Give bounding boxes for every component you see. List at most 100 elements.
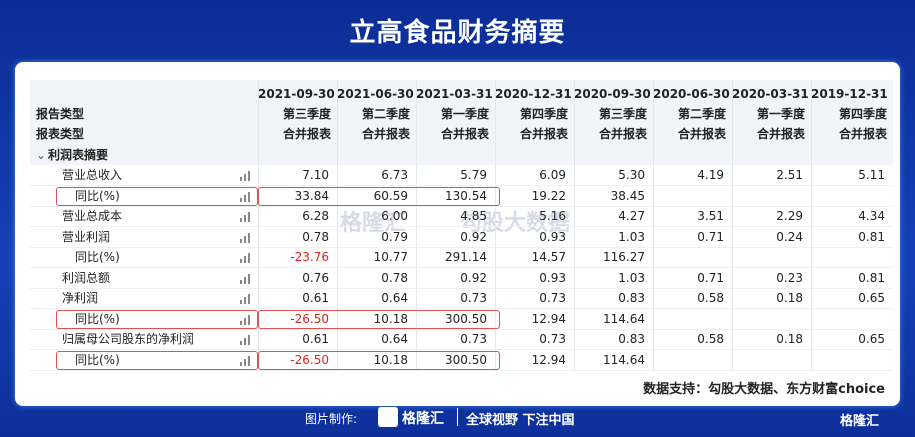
value-cell: 2.29 [776,209,803,223]
bar-icon-bar [244,358,246,366]
value-cell: 0.83 [618,332,645,346]
header-cell: 2019-12-31 [811,87,888,101]
value-cell: 0.73 [460,332,487,346]
bar-icon-bar [244,297,246,304]
row-label: 营业总成本 [62,209,123,223]
bar-icon [240,232,252,243]
value-cell: 0.61 [302,291,329,305]
bar-icon-bar [240,279,242,284]
header-cell: 合并报表 [677,127,726,141]
value-cell: 130.54 [445,188,487,203]
row-line [30,246,893,248]
highlight-box [258,309,500,329]
header-cell: 合并报表 [756,127,805,141]
value-cell: 291.14 [445,250,487,264]
section-label: 利润表摘要 [48,148,109,162]
value-cell: 0.78 [381,270,408,285]
value-cell: 0.64 [381,332,408,346]
header-cell: 第二季度 [361,107,410,121]
value-cell: 114.64 [603,352,645,367]
bar-icon-bar [248,355,250,366]
row-label: 营业利润 [62,229,111,244]
value-cell: 0.65 [858,291,885,305]
value-cell: 0.73 [460,291,487,305]
value-cell: 0.65 [858,332,885,346]
value-cell: 114.64 [603,311,645,326]
bar-icon-bar [240,197,242,202]
highlight-box [258,186,500,206]
made-by: 图片制作: [305,412,358,426]
bar-icon-bar [244,215,246,222]
row-line [30,205,893,207]
row-line [30,349,893,350]
value-cell: 60.59 [373,188,408,203]
bar-icon-bar [240,259,242,263]
column-divider [732,80,733,370]
row-line [30,287,893,289]
highlight-box [56,186,258,206]
bar-icon [240,171,252,181]
bar-icon-bar [244,256,246,263]
value-cell: 0.24 [776,229,803,244]
bar-icon-bar [248,191,250,202]
value-cell: 0.58 [697,291,724,305]
value-cell: 4.27 [618,209,645,223]
value-cell: 0.64 [381,291,408,305]
header-cell: 第四季度 [519,107,568,121]
value-cell: 0.76 [302,270,329,285]
row-line [30,369,893,371]
logo-icon [378,407,398,427]
row-line [30,328,893,330]
watermark: 格隆汇 [340,211,407,236]
row-label: 同比(%) [75,352,120,367]
value-cell: 0.79 [381,229,408,244]
row-label: 营业总收入 [62,168,123,182]
value-cell: 5.30 [618,168,645,182]
row-line [30,308,893,309]
value-cell: 0.58 [697,332,724,346]
value-cell: 0.73 [539,332,566,346]
row-line [30,267,893,268]
value-cell: 12.94 [531,352,566,367]
chevron: ⌄ [36,148,47,162]
value-cell: 12.94 [531,311,566,326]
value-cell: 0.93 [539,229,566,244]
header-cell: 合并报表 [440,127,489,141]
row-label: 净利润 [62,291,99,305]
title: 立高食品财务摘要 [349,18,566,48]
bar-icon [240,253,252,263]
value-cell: 14.57 [531,250,566,264]
header-cell: 第四季度 [838,107,887,121]
bar-icon-bar [248,253,250,263]
bar-icon-bar [244,235,246,243]
value-cell: 0.92 [460,229,487,244]
column-divider [258,80,259,370]
row-label: 归属母公司股东的净利润 [62,332,195,346]
bar-icon [240,273,252,284]
bar-icon-bar [240,177,242,181]
value-cell: 0.23 [776,270,803,285]
row-line [30,185,893,186]
bar-icon-bar [240,341,242,345]
column-divider [811,80,812,370]
row-label: 同比(%) [75,188,120,203]
row-label: 同比(%) [75,311,120,326]
slogan: 全球视野 下注中国 [466,413,575,428]
value-cell: 4.34 [858,209,885,223]
bar-icon-bar [240,361,242,366]
value-cell: 0.81 [858,270,885,285]
value-cell: 10.18 [373,311,408,326]
value-cell: 7.10 [302,168,329,182]
watermark: 勾股大数据 [460,211,571,236]
highlight-box [56,350,258,370]
header-cell: 合并报表 [519,127,568,141]
bar-icon-bar [240,218,242,222]
column-divider [653,80,654,370]
row-label: 利润总额 [62,270,111,285]
value-cell: -23.76 [290,250,329,264]
value-cell: 38.45 [610,188,645,203]
bar-icon-bar [244,276,246,284]
value-cell: 0.71 [697,229,724,244]
value-cell: 3.51 [697,209,724,223]
